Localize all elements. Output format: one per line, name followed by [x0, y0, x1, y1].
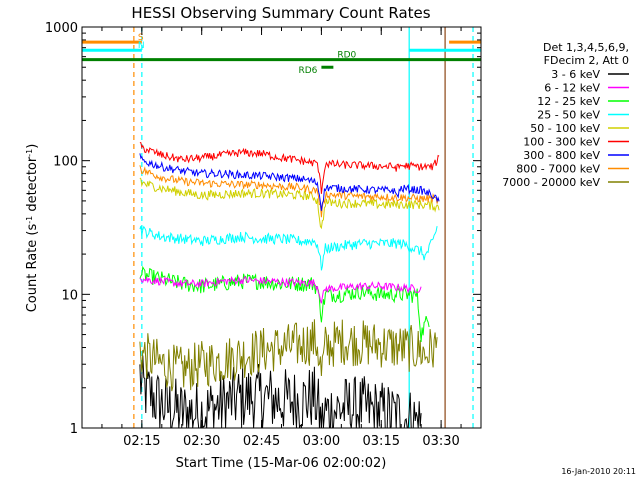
y-tick-label: 10 [61, 288, 78, 303]
legend-header: FDecim 2, Att 0 [544, 54, 629, 67]
x-tick-label: 02:15 [123, 434, 160, 449]
flag-label: N [138, 41, 145, 51]
legend-label: 12 - 25 keV [537, 95, 600, 108]
series-line [139, 165, 440, 218]
y-axis: 1 10 100 1000 [45, 21, 481, 437]
legend-label: 25 - 50 keV [537, 109, 600, 122]
legend-label: 300 - 800 keV [523, 149, 600, 162]
y-label-sup1: -1 [25, 216, 34, 224]
y-label-prefix: Count Rate (s [25, 224, 40, 313]
legend-header: Det 1,3,4,5,6,9, [543, 41, 629, 54]
legend-label: 7000 - 20000 keV [502, 176, 600, 189]
series-line [139, 355, 422, 428]
y-axis-label: Count Rate (s-1 detector-1) [25, 144, 41, 313]
y-label-suffix: ) [25, 144, 40, 149]
legend-label: 100 - 300 keV [523, 136, 600, 149]
flag-label: RD6 [298, 66, 317, 76]
x-tick-label: 03:15 [363, 434, 400, 449]
x-tick-label: 02:45 [243, 434, 280, 449]
legend: Det 1,3,4,5,6,9,FDecim 2, Att 03 - 6 keV… [502, 41, 629, 189]
legend-label: 800 - 7000 keV [516, 163, 600, 176]
date-stamp: 16-Jan-2010 20:11 [561, 467, 636, 476]
flag-label: S [138, 33, 144, 43]
series-group [139, 142, 440, 428]
series-line [139, 177, 440, 230]
x-tick-label: 03:30 [422, 434, 459, 449]
x-tick-label: 02:30 [183, 434, 220, 449]
x-axis: 02:15 02:30 02:45 03:00 03:15 03:30 [81, 27, 482, 449]
x-tick-label: 03:00 [303, 434, 340, 449]
y-tick-label: 100 [53, 155, 78, 170]
x-axis-label: Start Time (15-Mar-06 02:00:02) [176, 456, 387, 471]
y-tick-label: 1 [70, 422, 78, 437]
series-line [139, 225, 438, 271]
y-label-sup2: -1 [25, 149, 34, 157]
chart-title: HESSI Observing Summary Count Rates [131, 4, 430, 22]
legend-label: 6 - 12 keV [544, 82, 600, 95]
status-flags: SN RD0 RD6 [82, 33, 481, 76]
flag-label: RD0 [337, 51, 356, 61]
y-tick-label: 1000 [45, 21, 78, 36]
series-line [139, 142, 440, 194]
series-line [139, 319, 438, 392]
series-line [139, 153, 440, 211]
legend-label: 3 - 6 keV [551, 68, 600, 81]
series-line [139, 275, 422, 304]
legend-label: 50 - 100 keV [530, 122, 600, 135]
y-label-mid: detector [25, 156, 40, 216]
